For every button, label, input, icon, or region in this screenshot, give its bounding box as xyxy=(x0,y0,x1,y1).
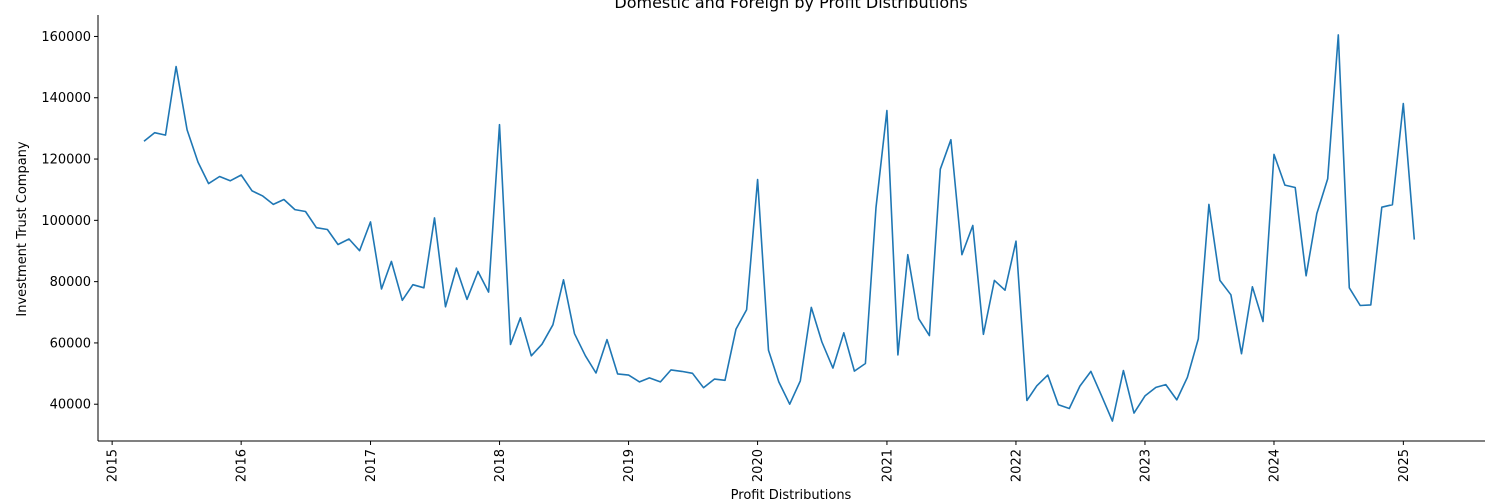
x-tick-label: 2019 xyxy=(622,449,637,482)
y-tick-label: 140000 xyxy=(41,91,91,106)
x-tick-label: 2023 xyxy=(1138,449,1153,482)
x-tick-label: 2021 xyxy=(880,449,895,482)
y-tick-label: 120000 xyxy=(41,153,91,168)
x-tick-label: 2015 xyxy=(106,449,121,482)
y-tick-label: 160000 xyxy=(41,30,91,45)
y-axis-title: Investment Trust Company xyxy=(15,141,30,317)
y-tick-label: 60000 xyxy=(50,336,91,351)
x-axis-title: Profit Distributions xyxy=(731,488,852,500)
y-axis-ticks: 40000 60000 80000 100000 120000 140000 160000 xyxy=(41,30,98,413)
x-tick-label: 2025 xyxy=(1397,449,1412,482)
y-tick-label: 100000 xyxy=(41,214,91,229)
y-tick-label: 80000 xyxy=(50,275,91,290)
x-tick-label: 2022 xyxy=(1009,449,1024,482)
chart-title: Domestic and Foreign by Profit Distribut… xyxy=(614,0,967,12)
x-tick-label: 2018 xyxy=(493,449,508,482)
x-tick-label: 2016 xyxy=(235,449,250,482)
x-tick-label: 2024 xyxy=(1267,449,1282,482)
x-tick-label: 2020 xyxy=(751,449,766,482)
x-axis-ticks: 2015 2016 2017 2018 2019 2020 2021 2022 2023 2024… xyxy=(106,441,1412,482)
x-tick-label: 2017 xyxy=(364,449,379,482)
y-tick-label: 40000 xyxy=(50,398,91,413)
series-line xyxy=(143,34,1416,422)
